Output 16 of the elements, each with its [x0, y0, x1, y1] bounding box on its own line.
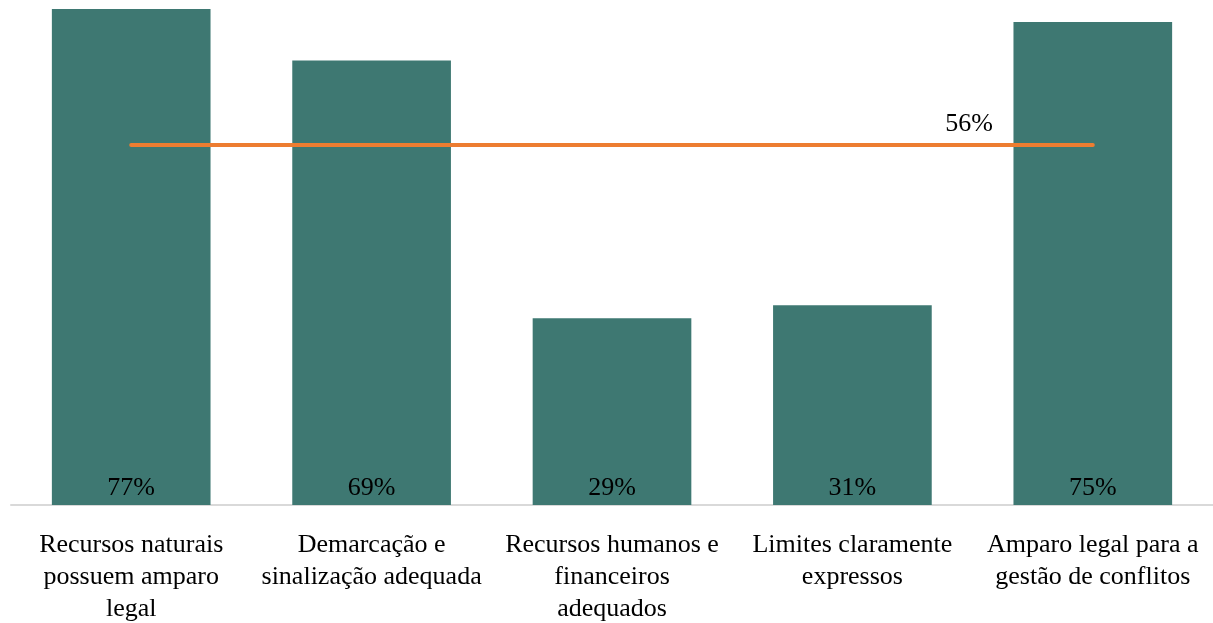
x-tick-label: Amparo legal para a gestão de conflitos — [987, 528, 1200, 590]
x-tick-label: Recursos naturais possuem amparo legal — [39, 528, 224, 622]
data-label: 75% — [1068, 471, 1117, 501]
x-tick-label: Demarcação e sinalização adequada — [261, 528, 483, 590]
data-label: 77% — [107, 471, 156, 501]
data-label: 29% — [588, 471, 636, 501]
bar — [1013, 21, 1173, 505]
x-tick-label: Recursos humanos e financeiros adequados — [505, 528, 719, 622]
ref-line-label: 56% — [945, 107, 993, 137]
bar — [773, 305, 932, 505]
data-label: 69% — [347, 471, 396, 501]
bar — [292, 60, 451, 505]
bar — [51, 9, 211, 505]
data-label: 31% — [828, 471, 877, 501]
bar — [532, 318, 692, 505]
x-tick-label: Limites claramente expressos — [752, 528, 953, 590]
